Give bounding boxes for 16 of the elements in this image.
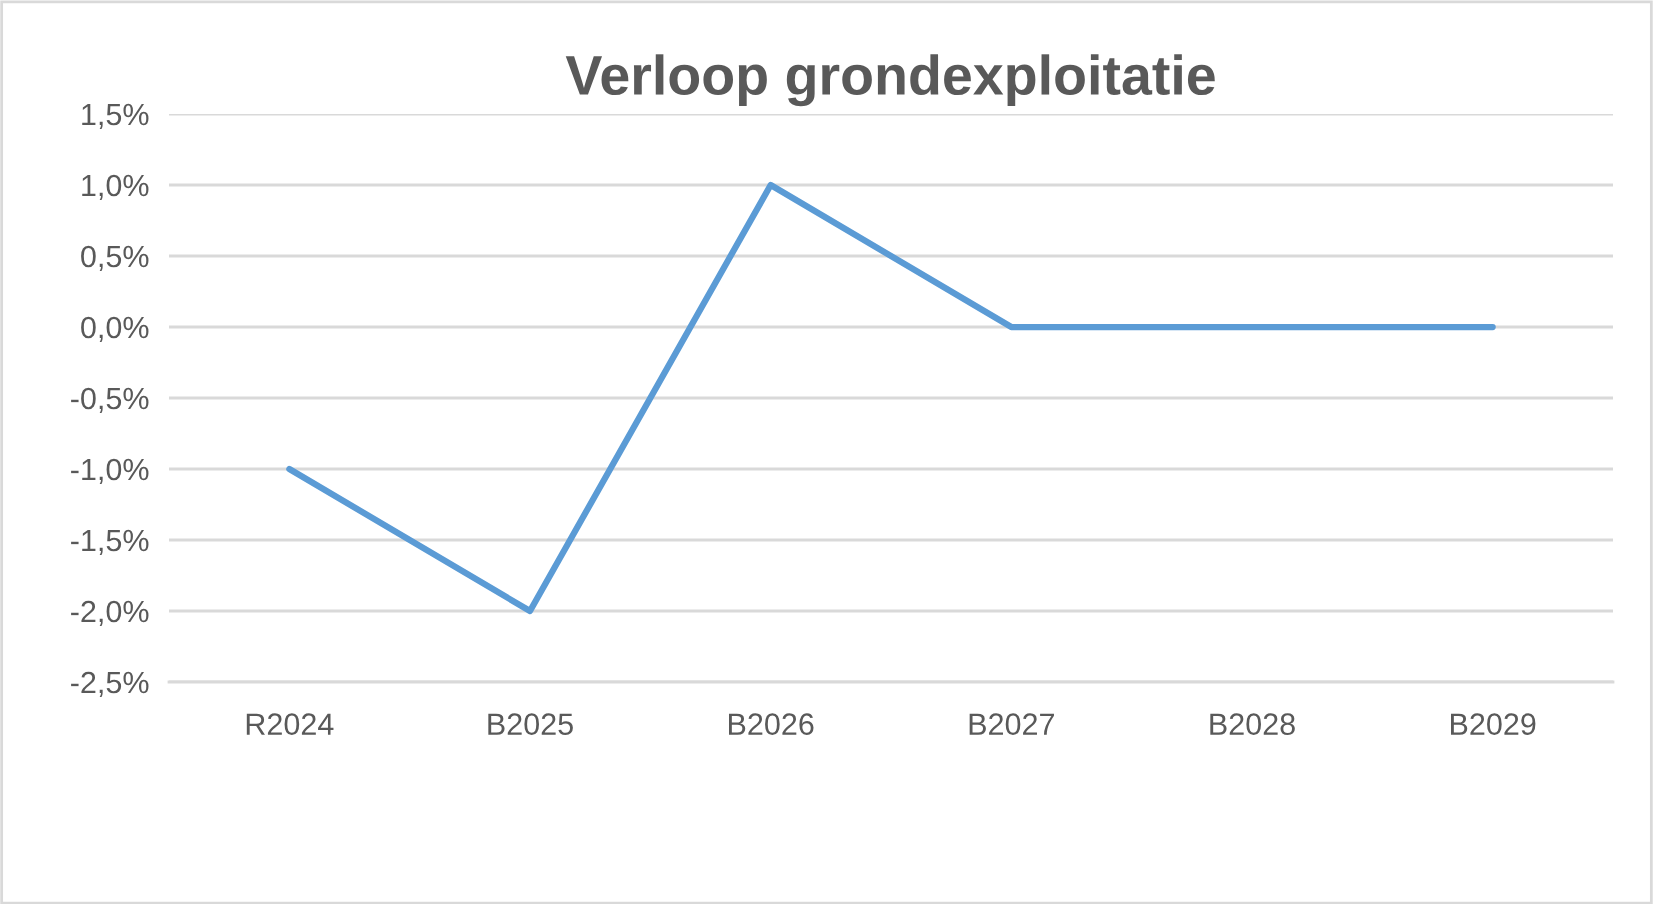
x-tick-label: B2025	[488, 713, 573, 735]
y-tick-label: -0,5%	[71, 387, 149, 413]
x-tick-label: B2029	[1451, 713, 1536, 735]
x-tick-label: R2024	[246, 713, 334, 735]
chart-title: Verloop grondexploitatie	[565, 54, 1215, 107]
y-tick-label: 0,0%	[81, 316, 149, 342]
x-tick-label: B2027	[969, 713, 1054, 735]
y-tick-label: 0,5%	[81, 245, 149, 271]
y-tick-label: -1,0%	[71, 458, 149, 484]
y-tick-label: -1,5%	[71, 529, 149, 555]
x-tick-label: B2028	[1210, 713, 1295, 735]
x-tick-label: B2026	[729, 713, 814, 735]
y-tick-label: -2,0%	[71, 600, 149, 626]
y-tick-label: 1,0%	[82, 174, 149, 200]
y-tick-label: -2,5%	[71, 671, 149, 697]
y-tick-label: 1,5%	[82, 103, 149, 129]
